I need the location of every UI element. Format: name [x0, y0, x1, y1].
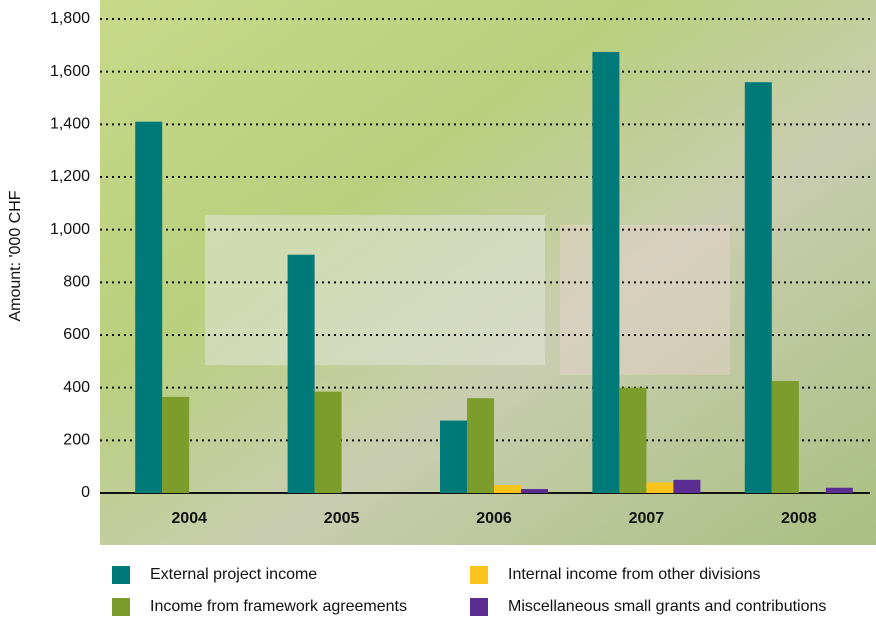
y-tick-label: 800 [63, 274, 90, 291]
y-tick-label: 200 [63, 432, 90, 449]
legend-swatch [470, 566, 488, 584]
legend-swatch [112, 566, 130, 584]
legend-label: Income from framework agreements [150, 598, 407, 615]
x-tick-label: 2008 [781, 510, 817, 527]
x-tick-label: 2005 [324, 510, 360, 527]
y-tick-label: 1,000 [50, 221, 90, 238]
legend-label: Miscellaneous small grants and contribut… [508, 598, 826, 615]
bar [592, 51, 620, 494]
bar [521, 489, 548, 493]
bar [287, 254, 315, 493]
y-tick-label: 0 [81, 484, 90, 501]
bar [744, 82, 772, 493]
bar [314, 391, 342, 493]
x-tick-label: 2007 [629, 510, 665, 527]
y-tick-label: 600 [63, 326, 90, 343]
bar [673, 479, 701, 493]
bar [135, 121, 163, 493]
background-photo [560, 225, 730, 375]
background-photo [205, 215, 545, 365]
bar [162, 396, 190, 493]
legend-swatch [470, 598, 488, 616]
y-tick-label: 1,400 [50, 116, 90, 133]
y-tick-label: 400 [63, 379, 90, 396]
y-tick-label: 1,800 [50, 10, 90, 27]
legend-label: Internal income from other divisions [508, 566, 761, 583]
bar [771, 381, 799, 493]
y-tick-label: 1,200 [50, 168, 90, 185]
y-tick-label: 1,600 [50, 63, 90, 80]
bar [467, 398, 494, 493]
y-axis-label: Amount: '000 CHF [7, 190, 24, 321]
bar [646, 482, 674, 493]
legend-swatch [112, 598, 130, 616]
x-tick-label: 2006 [476, 510, 512, 527]
bar [494, 485, 521, 493]
bar [440, 420, 467, 493]
legend-label: External project income [150, 566, 317, 583]
x-tick-label: 2004 [171, 510, 207, 527]
bar [825, 487, 853, 493]
bar [619, 387, 647, 493]
